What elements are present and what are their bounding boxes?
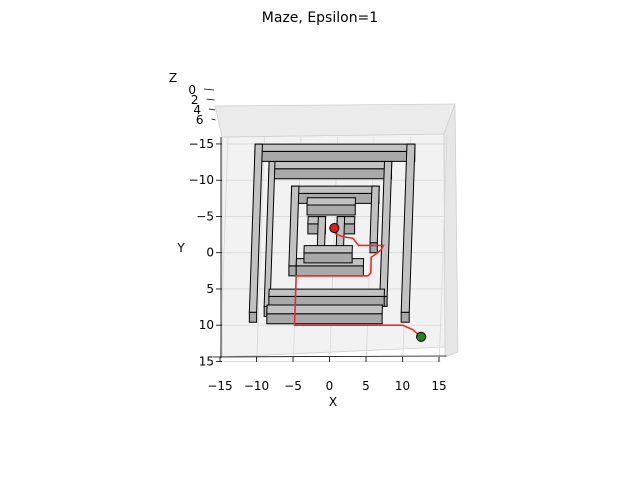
wall-top: [306, 197, 357, 206]
start-marker: [416, 331, 427, 342]
wall-top: [400, 143, 416, 313]
wall-side: [303, 252, 353, 264]
wall-top: [254, 143, 416, 152]
wall-top: [268, 288, 385, 297]
wall-side: [369, 242, 378, 254]
z-tick: [203, 88, 215, 91]
x-axis-label: X: [329, 395, 337, 409]
wall-side: [248, 311, 258, 323]
x-tick-label: 5: [362, 379, 370, 393]
z-tick-label: 6: [196, 113, 204, 127]
wall-side: [400, 311, 410, 323]
x-tick-label: 10: [395, 379, 410, 393]
x-tick-label: −5: [284, 379, 302, 393]
wall-top: [379, 161, 393, 297]
chart-title: Maze, Epsilon=1: [262, 10, 378, 26]
y-tick-label: −10: [189, 173, 214, 187]
y-tick-label: 10: [199, 318, 214, 332]
maze-walls: [248, 143, 416, 325]
wall-top: [266, 304, 383, 315]
x-tick-label: −10: [244, 379, 269, 393]
wall-side: [254, 150, 416, 162]
y-tick-label: −15: [189, 137, 214, 151]
x-tick-label: −15: [207, 379, 232, 393]
z-tick: [208, 108, 216, 111]
y-tick-label: 0: [206, 246, 214, 260]
grid-line-x: [438, 136, 448, 362]
z-tick-label: 0: [188, 83, 196, 97]
path-line: [293, 227, 422, 338]
x-tick-label: 15: [431, 379, 446, 393]
wall-side: [268, 168, 393, 180]
top-pane: [214, 103, 456, 138]
y-tick-label: 15: [199, 354, 214, 368]
wall-top: [290, 185, 380, 194]
side-pane: [443, 103, 459, 358]
solution-path: [293, 227, 422, 338]
grid-line-x: [219, 136, 229, 362]
wall-top: [369, 185, 380, 244]
x-tick-label: 0: [326, 379, 334, 393]
wall-side: [295, 265, 364, 277]
grid-line-x: [256, 136, 265, 362]
wall-side: [306, 204, 356, 216]
wall-side: [288, 265, 297, 277]
y-axis-label: Y: [176, 241, 185, 255]
x-axis-line: [212, 355, 447, 358]
z-tick: [206, 98, 215, 101]
wall-top: [335, 216, 346, 249]
z-tick-label: 4: [193, 103, 201, 117]
wall-top: [316, 216, 327, 249]
y-tick-label: −5: [196, 209, 214, 223]
z-tick: [211, 118, 216, 121]
path-markers: [329, 222, 427, 342]
wall-top: [248, 143, 263, 313]
z-axis-label: Z: [169, 71, 177, 85]
z-tick-label: 2: [191, 93, 199, 107]
wall-top: [303, 245, 353, 254]
wall-top: [268, 161, 393, 170]
goal-marker: [329, 222, 340, 234]
y-tick-label: 5: [206, 282, 214, 296]
wall-side: [266, 313, 383, 325]
